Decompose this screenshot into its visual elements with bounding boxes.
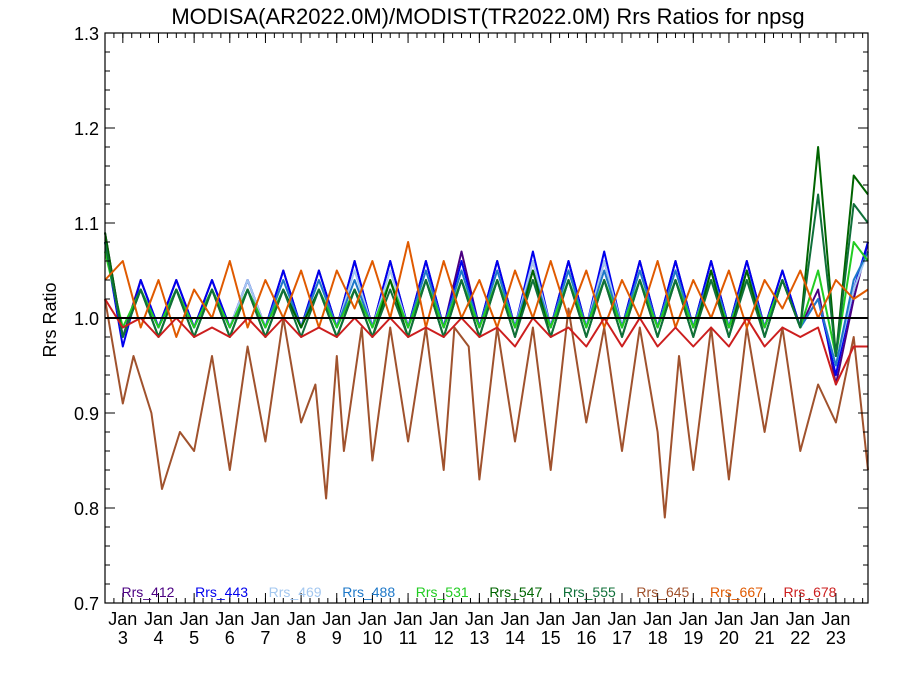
series-line-rrs-645	[104, 298, 869, 519]
legend-item-rrs-531: Rrs_531	[416, 584, 469, 600]
x-tick-label-year: 9	[332, 628, 342, 648]
x-tick-label-month: Jan	[714, 609, 743, 629]
x-tick-label-month: Jan	[144, 609, 173, 629]
x-tick-label-year: 5	[189, 628, 199, 648]
legend-item-rrs-469: Rrs_469	[269, 584, 322, 600]
chart-title: MODISA(AR2022.0M)/MODIST(TR2022.0M) Rrs …	[171, 4, 804, 29]
x-tick-label-year: 12	[434, 628, 454, 648]
x-tick-label-year: 11	[399, 628, 418, 648]
x-tick-label-month: Jan	[821, 609, 850, 629]
y-tick-label: 1.2	[74, 119, 99, 139]
x-tick-label-year: 6	[225, 628, 235, 648]
y-tick-label: 1.1	[74, 214, 99, 234]
series-line-rrs-547	[104, 146, 869, 357]
legend-item-rrs-443: Rrs_443	[195, 584, 248, 600]
x-tick-label-month: Jan	[572, 609, 601, 629]
x-tick-label-year: 16	[576, 628, 596, 648]
x-tick-label-year: 3	[118, 628, 128, 648]
x-tick-label-month: Jan	[322, 609, 351, 629]
x-tick-label-month: Jan	[429, 609, 458, 629]
y-tick-label: 0.8	[74, 499, 99, 519]
x-tick-label-month: Jan	[180, 609, 209, 629]
y-axis-label: Rrs Ratio	[40, 282, 60, 357]
x-tick-label-year: 19	[683, 628, 703, 648]
y-tick-label: 1.0	[74, 309, 99, 329]
x-tick-label-year: 14	[505, 628, 525, 648]
axis-layer: 0.70.80.91.01.11.21.3Jan3Jan4Jan5Jan6Jan…	[74, 24, 868, 648]
y-tick-label: 0.9	[74, 404, 99, 424]
x-tick-label-month: Jan	[465, 609, 494, 629]
y-tick-label: 1.3	[74, 24, 99, 44]
y-tick-label: 0.7	[74, 594, 99, 614]
x-tick-label-year: 4	[153, 628, 163, 648]
legend-item-rrs-547: Rrs_547	[489, 584, 542, 600]
x-tick-label-year: 10	[362, 628, 382, 648]
plot-frame	[104, 32, 869, 604]
x-tick-label-month: Jan	[287, 609, 316, 629]
x-tick-label-month: Jan	[501, 609, 530, 629]
x-tick-label-month: Jan	[679, 609, 708, 629]
x-tick-label-year: 18	[648, 628, 668, 648]
x-tick-label-year: 17	[612, 628, 632, 648]
x-tick-label-month: Jan	[251, 609, 280, 629]
x-tick-label-month: Jan	[607, 609, 636, 629]
legend: Rrs_412 Rrs_443 Rrs_469 Rrs_488 Rrs_531 Rrs_5…	[122, 584, 837, 600]
legend-item-rrs-678: Rrs_678	[784, 584, 837, 600]
legend-item-rrs-645: Rrs_645	[636, 584, 689, 600]
legend-item-rrs-488: Rrs_488	[342, 584, 395, 600]
series-layer	[104, 146, 869, 519]
x-tick-label-month: Jan	[358, 609, 387, 629]
x-tick-label-year: 20	[719, 628, 739, 648]
x-tick-label-month: Jan	[786, 609, 815, 629]
x-tick-label-year: 23	[826, 628, 846, 648]
x-tick-label-year: 15	[541, 628, 561, 648]
legend-item-rrs-555: Rrs_555	[563, 584, 616, 600]
x-tick-label-year: 8	[296, 628, 306, 648]
x-tick-label-month: Jan	[394, 609, 423, 629]
x-tick-label-year: 13	[469, 628, 489, 648]
x-tick-label-year: 7	[260, 628, 270, 648]
legend-item-rrs-667: Rrs_667	[710, 584, 763, 600]
x-tick-label-month: Jan	[643, 609, 672, 629]
x-tick-label-month: Jan	[215, 609, 244, 629]
x-tick-label-year: 22	[790, 628, 810, 648]
x-tick-label-month: Jan	[108, 609, 137, 629]
x-tick-label-year: 21	[755, 628, 775, 648]
series-line-rrs-678	[104, 298, 868, 386]
x-tick-label-month: Jan	[536, 609, 565, 629]
series-line-rrs-555	[104, 193, 869, 357]
legend-item-rrs-412: Rrs_412	[122, 584, 175, 600]
x-tick-label-month: Jan	[750, 609, 779, 629]
